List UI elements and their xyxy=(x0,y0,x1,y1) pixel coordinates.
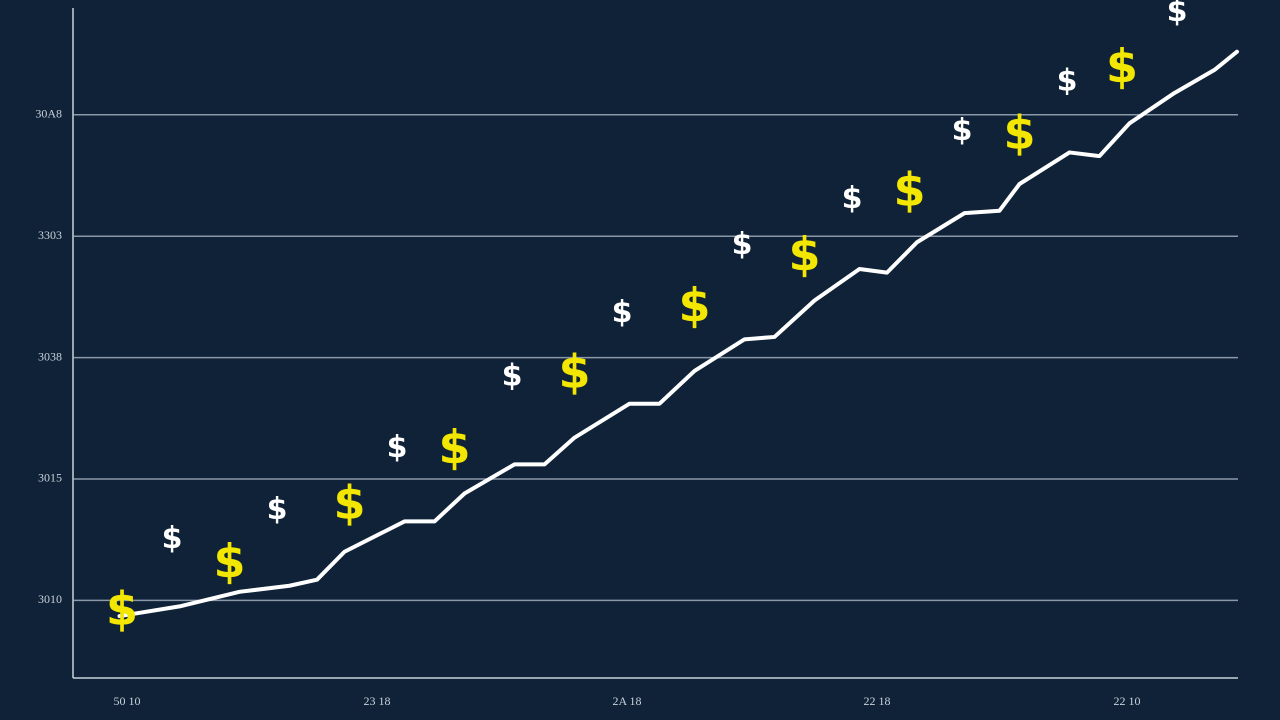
y-tick-label: 3015 xyxy=(38,471,62,485)
dollar-marker: $ xyxy=(1057,63,1078,98)
x-tick-label: 50 10 xyxy=(114,694,141,708)
dollar-marker: $ xyxy=(1106,39,1138,93)
dollar-marker: $ xyxy=(387,430,408,465)
y-tick-label: 3038 xyxy=(38,349,62,363)
dollar-marker: $ xyxy=(333,476,365,530)
dollar-marker: $ xyxy=(267,492,288,527)
dollar-marker: $ xyxy=(213,534,245,588)
dollar-marker: $ xyxy=(106,582,138,636)
dollar-marker: $ xyxy=(842,181,863,216)
dollar-marker: $ xyxy=(162,521,183,556)
dollar-marker: $ xyxy=(438,420,470,474)
dollar-marker: $ xyxy=(1003,106,1035,160)
dollar-marker: $ xyxy=(1167,0,1188,29)
dollar-marker: $ xyxy=(952,113,973,148)
y-tick-label: 3010 xyxy=(38,592,62,606)
x-tick-label: 2A 18 xyxy=(612,694,641,708)
dollar-marker: $ xyxy=(612,295,633,330)
y-tick-label: 3303 xyxy=(38,228,62,242)
x-tick-label: 22 18 xyxy=(864,694,891,708)
dollar-marker: $ xyxy=(678,278,710,332)
y-tick-label: 30A8 xyxy=(35,107,62,121)
dollar-marker: $ xyxy=(502,358,523,393)
line xyxy=(117,49,1239,619)
x-tick-label: 22 10 xyxy=(1114,694,1141,708)
dollar-marker: $ xyxy=(732,227,753,262)
dollar-marker: $ xyxy=(558,345,590,399)
x-tick-label: 23 18 xyxy=(364,694,391,708)
dollar-marker: $ xyxy=(788,227,820,281)
dollar-marker: $ xyxy=(893,163,925,217)
